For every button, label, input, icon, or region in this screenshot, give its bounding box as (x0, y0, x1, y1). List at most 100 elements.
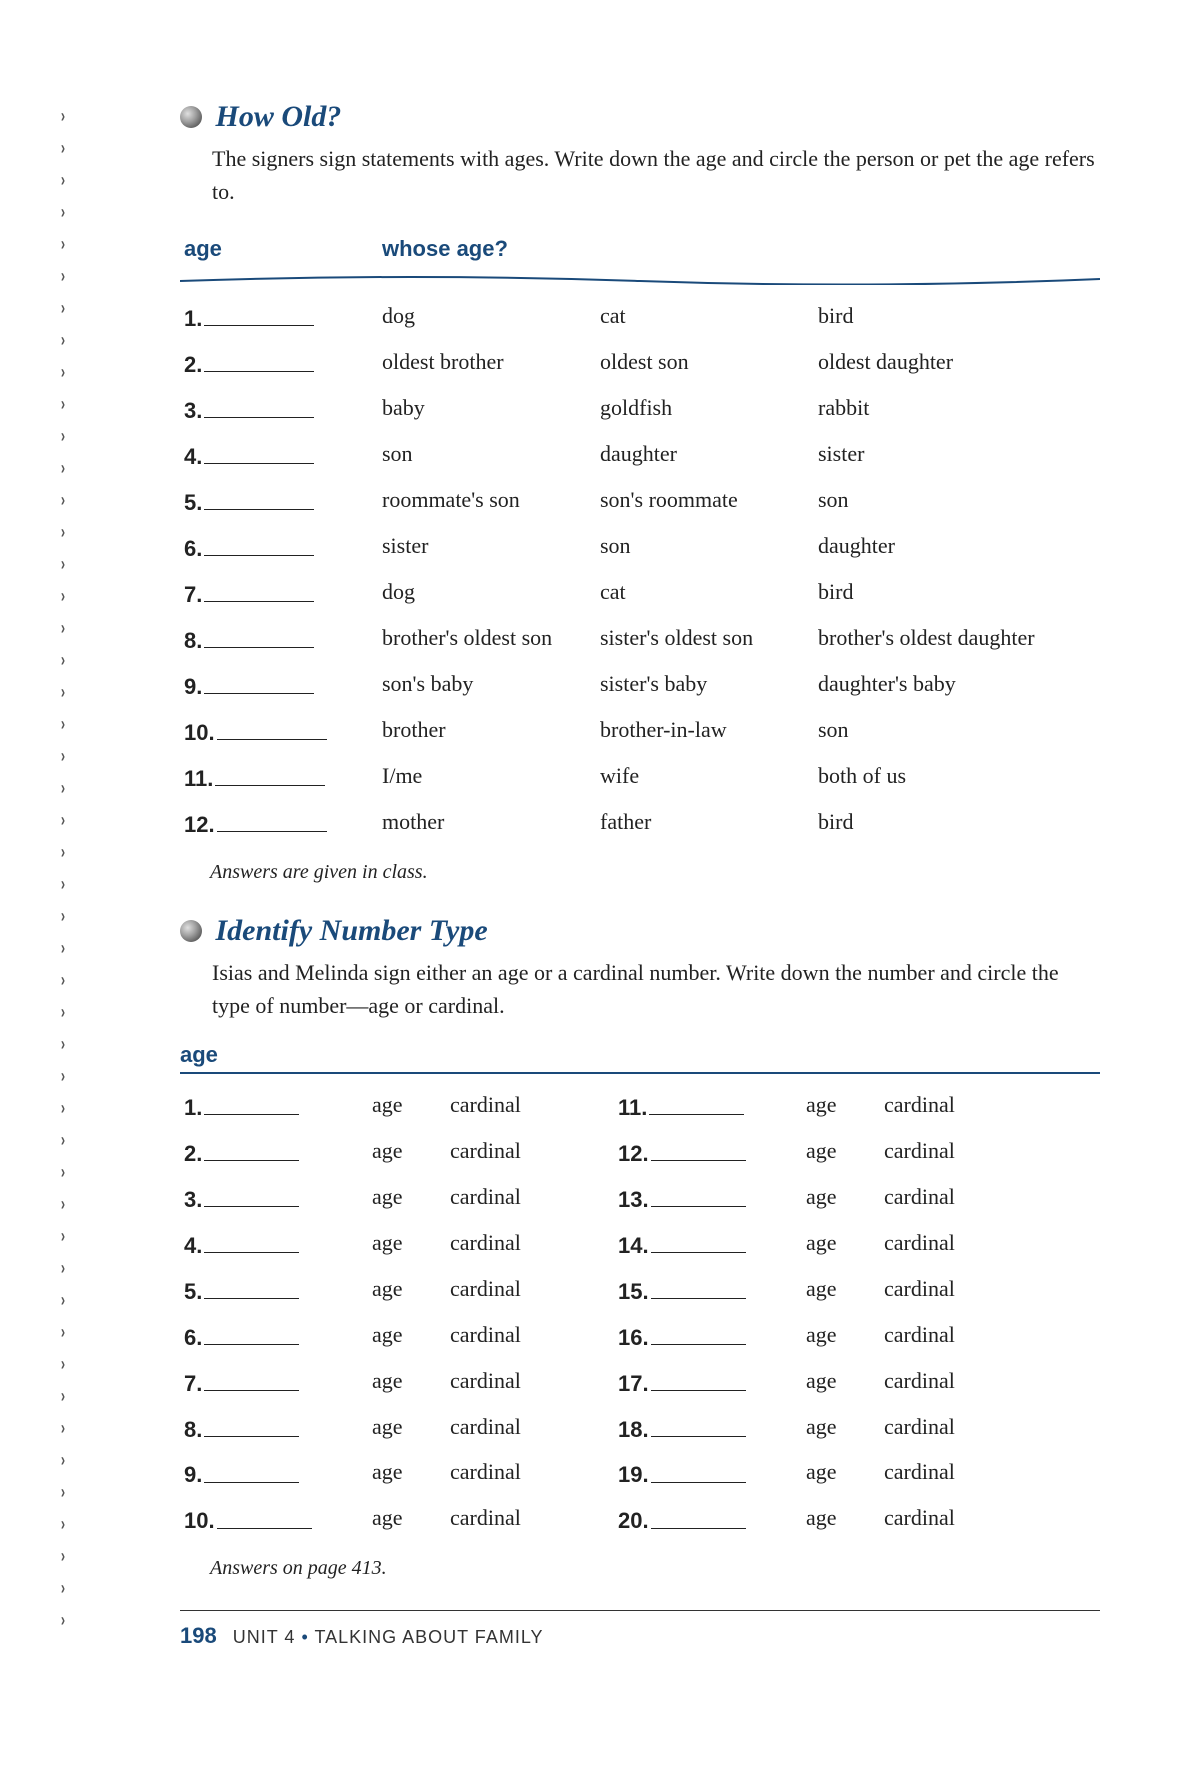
number-blank[interactable] (204, 1320, 299, 1345)
age-blank[interactable] (204, 485, 314, 510)
option-a[interactable]: I/me (378, 755, 596, 801)
option-a[interactable]: son's baby (378, 663, 596, 709)
option-age[interactable]: age (368, 1176, 446, 1222)
option-c[interactable]: bird (814, 295, 1100, 341)
age-blank[interactable] (204, 669, 314, 694)
age-blank[interactable] (217, 807, 327, 832)
option-age[interactable]: age (368, 1222, 446, 1268)
age-blank[interactable] (217, 715, 327, 740)
option-age[interactable]: age (368, 1497, 446, 1543)
option-b[interactable]: father (596, 801, 814, 847)
option-age[interactable]: age (802, 1451, 880, 1497)
number-blank[interactable] (651, 1503, 746, 1528)
option-b[interactable]: cat (596, 295, 814, 341)
number-blank[interactable] (651, 1274, 746, 1299)
option-c[interactable]: rabbit (814, 387, 1100, 433)
option-age[interactable]: age (368, 1084, 446, 1130)
number-blank[interactable] (204, 1090, 299, 1115)
option-b[interactable]: wife (596, 755, 814, 801)
option-cardinal[interactable]: cardinal (880, 1497, 1100, 1543)
age-blank[interactable] (204, 347, 314, 372)
number-blank[interactable] (204, 1136, 299, 1161)
number-blank[interactable] (651, 1320, 746, 1345)
option-cardinal[interactable]: cardinal (880, 1451, 1100, 1497)
number-blank[interactable] (204, 1366, 299, 1391)
option-age[interactable]: age (802, 1497, 880, 1543)
number-blank[interactable] (651, 1457, 746, 1482)
option-b[interactable]: cat (596, 571, 814, 617)
option-a[interactable]: roommate's son (378, 479, 596, 525)
option-cardinal[interactable]: cardinal (880, 1084, 1100, 1130)
option-a[interactable]: sister (378, 525, 596, 571)
option-cardinal[interactable]: cardinal (446, 1360, 614, 1406)
number-blank[interactable] (204, 1228, 299, 1253)
age-blank[interactable] (204, 531, 314, 556)
option-cardinal[interactable]: cardinal (446, 1130, 614, 1176)
option-b[interactable]: daughter (596, 433, 814, 479)
number-blank[interactable] (651, 1366, 746, 1391)
option-a[interactable]: mother (378, 801, 596, 847)
option-c[interactable]: son (814, 479, 1100, 525)
number-blank[interactable] (204, 1412, 299, 1437)
number-blank[interactable] (204, 1457, 299, 1482)
age-blank[interactable] (215, 761, 325, 786)
option-cardinal[interactable]: cardinal (880, 1130, 1100, 1176)
option-b[interactable]: son's roommate (596, 479, 814, 525)
option-a[interactable]: baby (378, 387, 596, 433)
option-b[interactable]: oldest son (596, 341, 814, 387)
option-a[interactable]: dog (378, 571, 596, 617)
option-age[interactable]: age (802, 1314, 880, 1360)
option-c[interactable]: both of us (814, 755, 1100, 801)
option-b[interactable]: sister's oldest son (596, 617, 814, 663)
option-age[interactable]: age (368, 1360, 446, 1406)
option-b[interactable]: son (596, 525, 814, 571)
option-cardinal[interactable]: cardinal (880, 1360, 1100, 1406)
option-c[interactable]: brother's oldest daughter (814, 617, 1100, 663)
option-age[interactable]: age (802, 1360, 880, 1406)
option-cardinal[interactable]: cardinal (446, 1497, 614, 1543)
option-b[interactable]: brother-in-law (596, 709, 814, 755)
option-cardinal[interactable]: cardinal (880, 1406, 1100, 1452)
option-b[interactable]: goldfish (596, 387, 814, 433)
option-a[interactable]: brother's oldest son (378, 617, 596, 663)
number-blank[interactable] (651, 1228, 746, 1253)
option-age[interactable]: age (802, 1406, 880, 1452)
option-cardinal[interactable]: cardinal (446, 1451, 614, 1497)
number-blank[interactable] (649, 1090, 744, 1115)
option-age[interactable]: age (802, 1268, 880, 1314)
number-blank[interactable] (204, 1182, 299, 1207)
option-age[interactable]: age (368, 1314, 446, 1360)
option-age[interactable]: age (368, 1406, 446, 1452)
option-cardinal[interactable]: cardinal (446, 1314, 614, 1360)
option-cardinal[interactable]: cardinal (446, 1222, 614, 1268)
option-a[interactable]: son (378, 433, 596, 479)
age-blank[interactable] (204, 577, 314, 602)
number-blank[interactable] (651, 1412, 746, 1437)
option-age[interactable]: age (802, 1222, 880, 1268)
option-cardinal[interactable]: cardinal (880, 1176, 1100, 1222)
option-cardinal[interactable]: cardinal (880, 1222, 1100, 1268)
option-c[interactable]: bird (814, 571, 1100, 617)
number-blank[interactable] (204, 1274, 299, 1299)
option-c[interactable]: bird (814, 801, 1100, 847)
option-c[interactable]: daughter's baby (814, 663, 1100, 709)
age-blank[interactable] (204, 439, 314, 464)
number-blank[interactable] (651, 1136, 746, 1161)
age-blank[interactable] (204, 393, 314, 418)
option-a[interactable]: oldest brother (378, 341, 596, 387)
option-age[interactable]: age (802, 1176, 880, 1222)
option-cardinal[interactable]: cardinal (446, 1268, 614, 1314)
option-cardinal[interactable]: cardinal (446, 1176, 614, 1222)
option-age[interactable]: age (368, 1130, 446, 1176)
option-c[interactable]: oldest daughter (814, 341, 1100, 387)
option-age[interactable]: age (802, 1130, 880, 1176)
option-a[interactable]: dog (378, 295, 596, 341)
option-age[interactable]: age (368, 1268, 446, 1314)
option-c[interactable]: sister (814, 433, 1100, 479)
option-a[interactable]: brother (378, 709, 596, 755)
option-age[interactable]: age (368, 1451, 446, 1497)
option-cardinal[interactable]: cardinal (880, 1314, 1100, 1360)
option-cardinal[interactable]: cardinal (446, 1084, 614, 1130)
age-blank[interactable] (204, 623, 314, 648)
option-b[interactable]: sister's baby (596, 663, 814, 709)
